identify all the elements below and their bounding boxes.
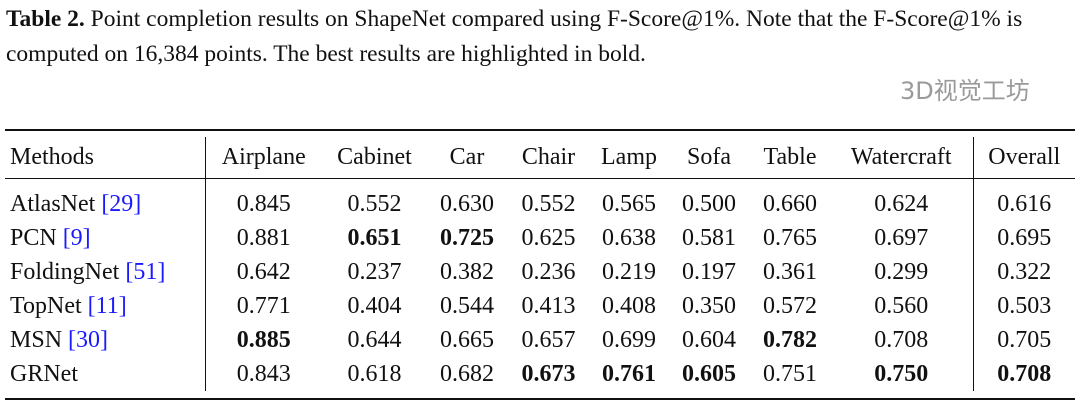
column-header: Chair xyxy=(521,143,576,170)
value-cell: 0.771 xyxy=(204,289,322,323)
value-cell: 0.644 xyxy=(347,326,402,353)
value-cell: 0.845 xyxy=(204,179,322,221)
value-cell: 0.581 xyxy=(682,224,736,251)
value-cell: 0.299 xyxy=(874,258,929,285)
value-cell: 0.552 xyxy=(347,190,402,217)
column-header: Watercraft xyxy=(850,143,952,170)
value-cell: 0.616 xyxy=(972,179,1075,221)
value-cell: 0.624 xyxy=(874,190,929,217)
method-cell: MSN [30] xyxy=(5,323,205,357)
table-body: AtlasNet [29] 0.845 0.552 0.630 0.552 0.565 0.… xyxy=(5,179,1075,391)
column-header: Sofa xyxy=(687,143,731,170)
value-cell: 0.605 xyxy=(682,360,736,387)
value-cell: 0.725 xyxy=(440,224,494,251)
table-caption: Table 2. Point completion results on Sha… xyxy=(6,2,1076,71)
table-row: TopNet [11] 0.771 0.404 0.544 0.413 0.408 0.35… xyxy=(5,289,1075,323)
mid-rule xyxy=(5,178,1075,180)
value-cell: 0.197 xyxy=(682,258,736,285)
method-cell: TopNet [11] xyxy=(5,289,205,323)
value-cell: 0.572 xyxy=(763,292,817,319)
top-rule xyxy=(5,129,1075,131)
column-header: Methods xyxy=(10,143,94,170)
value-cell: 0.565 xyxy=(602,190,656,217)
citation-link[interactable]: [11] xyxy=(87,292,127,319)
value-cell: 0.657 xyxy=(521,326,576,353)
method-name: FoldingNet xyxy=(10,258,120,285)
method-name: GRNet xyxy=(10,360,78,387)
value-cell: 0.552 xyxy=(521,190,576,217)
value-cell: 0.382 xyxy=(440,258,494,285)
value-cell: 0.408 xyxy=(602,292,656,319)
value-cell: 0.638 xyxy=(602,224,656,251)
value-cell: 0.751 xyxy=(763,360,817,387)
citation-link[interactable]: [51] xyxy=(125,258,166,285)
value-cell: 0.219 xyxy=(602,258,656,285)
value-cell: 0.682 xyxy=(440,360,494,387)
value-cell: 0.673 xyxy=(521,360,576,387)
method-name: TopNet xyxy=(10,292,82,319)
value-cell: 0.765 xyxy=(763,224,817,251)
value-cell: 0.651 xyxy=(347,224,402,251)
value-cell: 0.361 xyxy=(763,258,817,285)
column-header: Car xyxy=(449,143,485,170)
citation-link[interactable]: [9] xyxy=(62,224,91,251)
value-cell: 0.618 xyxy=(347,360,402,387)
value-cell: 0.625 xyxy=(521,224,576,251)
value-cell: 0.665 xyxy=(440,326,494,353)
table-row: GRNet 0.843 0.618 0.682 0.673 0.761 0.605 0.751… xyxy=(5,357,1075,391)
value-cell: 0.705 xyxy=(972,323,1075,357)
method-cell: FoldingNet [51] xyxy=(5,255,205,289)
value-cell: 0.708 xyxy=(874,326,929,353)
value-cell: 0.699 xyxy=(602,326,656,353)
column-header: Lamp xyxy=(601,143,657,170)
value-cell: 0.782 xyxy=(763,326,817,353)
value-cell: 0.750 xyxy=(874,360,929,387)
value-cell: 0.560 xyxy=(874,292,929,319)
value-cell: 0.695 xyxy=(972,221,1075,255)
results-table: Methods Airplane Cabinet Car Chair Lamp Sofa Ta… xyxy=(5,137,1075,391)
value-cell: 0.885 xyxy=(204,323,322,357)
value-cell: 0.604 xyxy=(682,326,736,353)
caption-label: Table 2. xyxy=(6,6,85,32)
value-cell: 0.237 xyxy=(347,258,402,285)
value-cell: 0.761 xyxy=(602,360,656,387)
table-row: AtlasNet [29] 0.845 0.552 0.630 0.552 0.565 0.… xyxy=(5,179,1075,221)
value-cell: 0.500 xyxy=(682,190,736,217)
method-cell: GRNet xyxy=(5,357,205,391)
column-header: Overall xyxy=(972,137,1075,179)
table-row: MSN [30] 0.885 0.644 0.665 0.657 0.699 0.604 0.… xyxy=(5,323,1075,357)
watermark: 3D视觉工坊 xyxy=(900,77,1030,105)
value-cell: 0.630 xyxy=(440,190,494,217)
value-cell: 0.642 xyxy=(204,255,322,289)
value-cell: 0.881 xyxy=(204,221,322,255)
method-cell: AtlasNet [29] xyxy=(5,179,205,221)
value-cell: 0.322 xyxy=(972,255,1075,289)
caption-text: Point completion results on ShapeNet com… xyxy=(6,6,1023,67)
column-header: Cabinet xyxy=(337,143,412,170)
value-cell: 0.697 xyxy=(874,224,929,251)
citation-link[interactable]: [29] xyxy=(101,190,142,217)
table-row: PCN [9] 0.881 0.651 0.725 0.625 0.638 0.581 0.7… xyxy=(5,221,1075,255)
value-cell: 0.350 xyxy=(682,292,736,319)
method-name: AtlasNet xyxy=(10,190,96,217)
value-cell: 0.708 xyxy=(972,357,1075,391)
column-header: Table xyxy=(763,143,817,170)
value-cell: 0.236 xyxy=(521,258,576,285)
method-name: PCN xyxy=(10,224,57,251)
value-cell: 0.404 xyxy=(347,292,402,319)
value-cell: 0.413 xyxy=(521,292,576,319)
value-cell: 0.544 xyxy=(440,292,494,319)
method-name: MSN xyxy=(10,326,63,353)
bottom-rule xyxy=(5,398,1075,400)
method-cell: PCN [9] xyxy=(5,221,205,255)
header-row: Methods Airplane Cabinet Car Chair Lamp Sofa Ta… xyxy=(5,137,1075,179)
value-cell: 0.503 xyxy=(972,289,1075,323)
table-row: FoldingNet [51] 0.642 0.237 0.382 0.236 0.219… xyxy=(5,255,1075,289)
citation-link[interactable]: [30] xyxy=(68,326,109,353)
value-cell: 0.660 xyxy=(763,190,817,217)
value-cell: 0.843 xyxy=(204,357,322,391)
column-header: Airplane xyxy=(204,137,322,179)
